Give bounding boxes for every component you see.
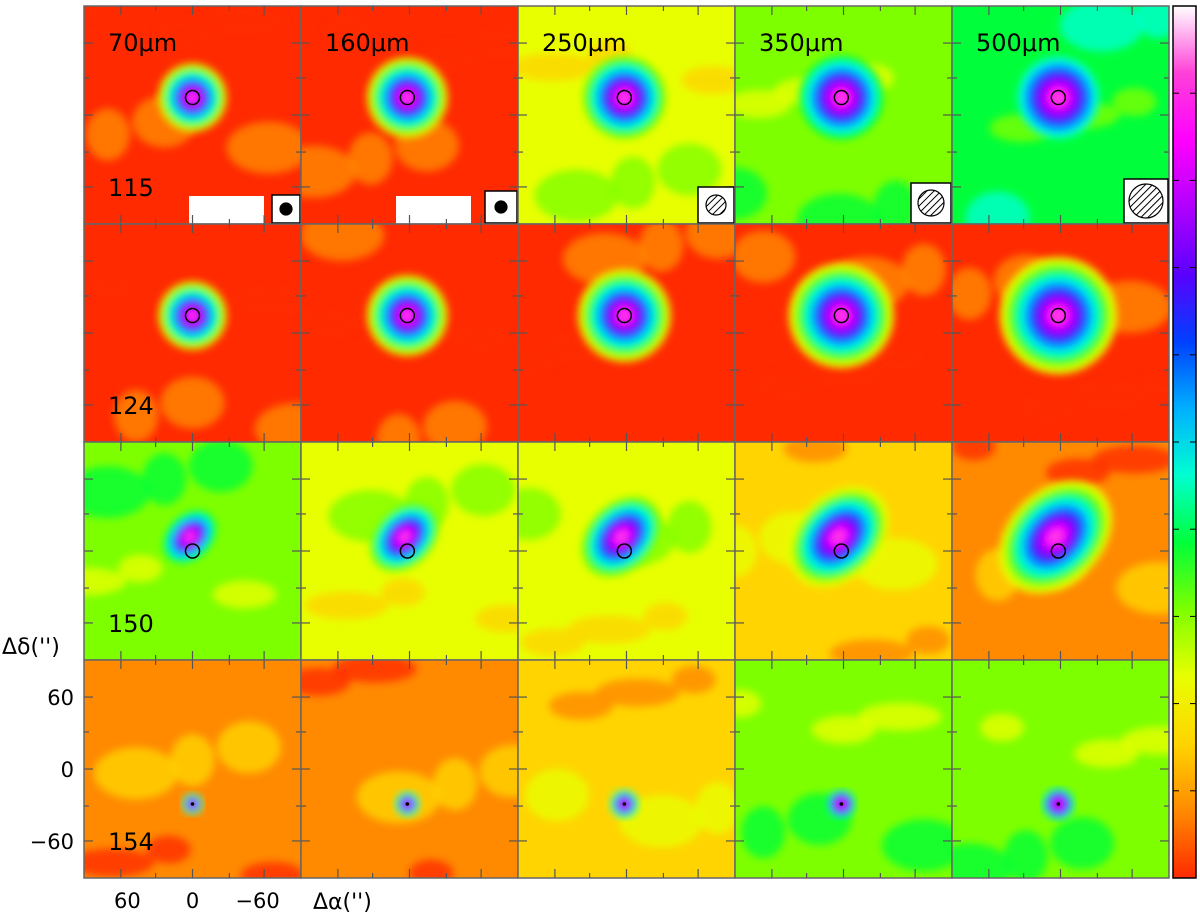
source-marker bbox=[405, 802, 410, 806]
panel-ticks bbox=[518, 224, 735, 442]
panel-ticks bbox=[84, 660, 301, 878]
x-axis-label: Δα('') bbox=[313, 890, 372, 915]
source-marker bbox=[1050, 307, 1067, 324]
panel-ticks bbox=[735, 660, 952, 878]
source-emission bbox=[999, 257, 1117, 375]
source-marker bbox=[616, 89, 633, 106]
source-marker bbox=[1050, 89, 1067, 106]
source-emission bbox=[788, 263, 894, 368]
panel-ticks bbox=[301, 6, 518, 224]
map-panel bbox=[300, 441, 519, 661]
source-emission bbox=[367, 57, 448, 138]
source-marker bbox=[833, 89, 850, 106]
source-id-label: 124 bbox=[108, 392, 154, 420]
map-panel bbox=[83, 659, 302, 879]
map-panel bbox=[734, 659, 953, 879]
wavelength-label: 70μm bbox=[108, 29, 177, 57]
map-panel bbox=[517, 659, 736, 879]
source-marker bbox=[616, 543, 633, 559]
beam-icon bbox=[917, 189, 945, 217]
colorbar bbox=[1172, 5, 1197, 879]
source-marker bbox=[833, 543, 850, 559]
source-marker bbox=[1050, 543, 1067, 559]
map-panel bbox=[300, 659, 519, 879]
source-id-label: 115 bbox=[108, 174, 154, 202]
wavelength-label: 500μm bbox=[976, 29, 1060, 57]
y-tick-label: 0 bbox=[61, 758, 74, 782]
panel-ticks bbox=[84, 224, 301, 442]
y-axis-label: Δδ('') bbox=[2, 635, 60, 660]
panel-ticks bbox=[84, 442, 301, 660]
source-emission bbox=[578, 269, 671, 362]
source-emission bbox=[799, 55, 884, 140]
source-emission bbox=[158, 63, 227, 132]
source-emission bbox=[1017, 56, 1100, 139]
source-marker bbox=[839, 802, 844, 806]
source-emission bbox=[999, 480, 1112, 594]
source-emission bbox=[582, 55, 666, 140]
panel-labels: 70μm 160μm 250μm 350μm 500μm 115 124 150 154 bbox=[108, 29, 1060, 856]
panel-ticks bbox=[518, 660, 735, 878]
map-panel bbox=[83, 223, 302, 443]
source-marker bbox=[190, 802, 195, 806]
map-panel bbox=[951, 223, 1170, 443]
source-marker bbox=[184, 307, 201, 324]
beam-icon bbox=[1128, 183, 1164, 219]
source-marker bbox=[622, 802, 627, 806]
axes: Δδ('') 60 0 −60 60 0 −60 Δα('') bbox=[2, 635, 372, 915]
map-panel bbox=[734, 223, 953, 443]
map-panel bbox=[951, 441, 1170, 661]
source-marker bbox=[184, 543, 201, 559]
panel-ticks bbox=[952, 442, 1169, 660]
source-marker bbox=[399, 89, 416, 106]
panel-ticks bbox=[301, 442, 518, 660]
y-tick-label: −60 bbox=[30, 830, 74, 854]
source-id-label: 154 bbox=[108, 828, 154, 856]
source-marker bbox=[399, 307, 416, 324]
panel-ticks bbox=[952, 660, 1169, 878]
panel-ticks bbox=[952, 224, 1169, 442]
source-emission bbox=[581, 496, 662, 577]
beam-icon bbox=[705, 194, 727, 216]
panel-grid bbox=[83, 5, 1170, 879]
panel-ticks bbox=[735, 442, 952, 660]
y-tick-label: 60 bbox=[47, 686, 74, 710]
source-id-label: 150 bbox=[108, 610, 154, 638]
source-emission bbox=[369, 502, 440, 572]
x-tick-label: −60 bbox=[235, 889, 279, 913]
source-emission bbox=[158, 281, 227, 350]
source-emission bbox=[788, 486, 889, 588]
panel-ticks bbox=[735, 224, 952, 442]
map-panel bbox=[517, 441, 736, 661]
panel-ticks bbox=[518, 442, 735, 660]
map-panel bbox=[951, 659, 1170, 879]
source-marker bbox=[1056, 802, 1061, 806]
source-marker bbox=[399, 543, 416, 559]
source-emission bbox=[367, 275, 448, 356]
panel-ticks bbox=[84, 6, 301, 224]
wavelength-label: 250μm bbox=[542, 29, 626, 57]
panel-ticks bbox=[301, 224, 518, 442]
map-panel bbox=[517, 5, 736, 225]
beam-icon bbox=[279, 202, 293, 216]
map-panel bbox=[734, 5, 953, 225]
source-marker bbox=[184, 89, 201, 106]
map-panel bbox=[734, 441, 953, 661]
source-marker bbox=[616, 307, 633, 324]
wavelength-label: 160μm bbox=[325, 29, 409, 57]
source-marker bbox=[833, 307, 850, 324]
beam-icon bbox=[494, 200, 508, 214]
x-tick-label: 60 bbox=[114, 889, 141, 913]
panel-ticks bbox=[301, 660, 518, 878]
x-tick-label: 0 bbox=[186, 889, 199, 913]
map-panel bbox=[300, 5, 519, 225]
map-panel bbox=[300, 223, 519, 443]
map-panel bbox=[83, 5, 302, 225]
map-panel bbox=[517, 223, 736, 443]
wavelength-label: 350μm bbox=[759, 29, 843, 57]
source-emission bbox=[163, 510, 216, 564]
map-panel bbox=[83, 441, 302, 661]
